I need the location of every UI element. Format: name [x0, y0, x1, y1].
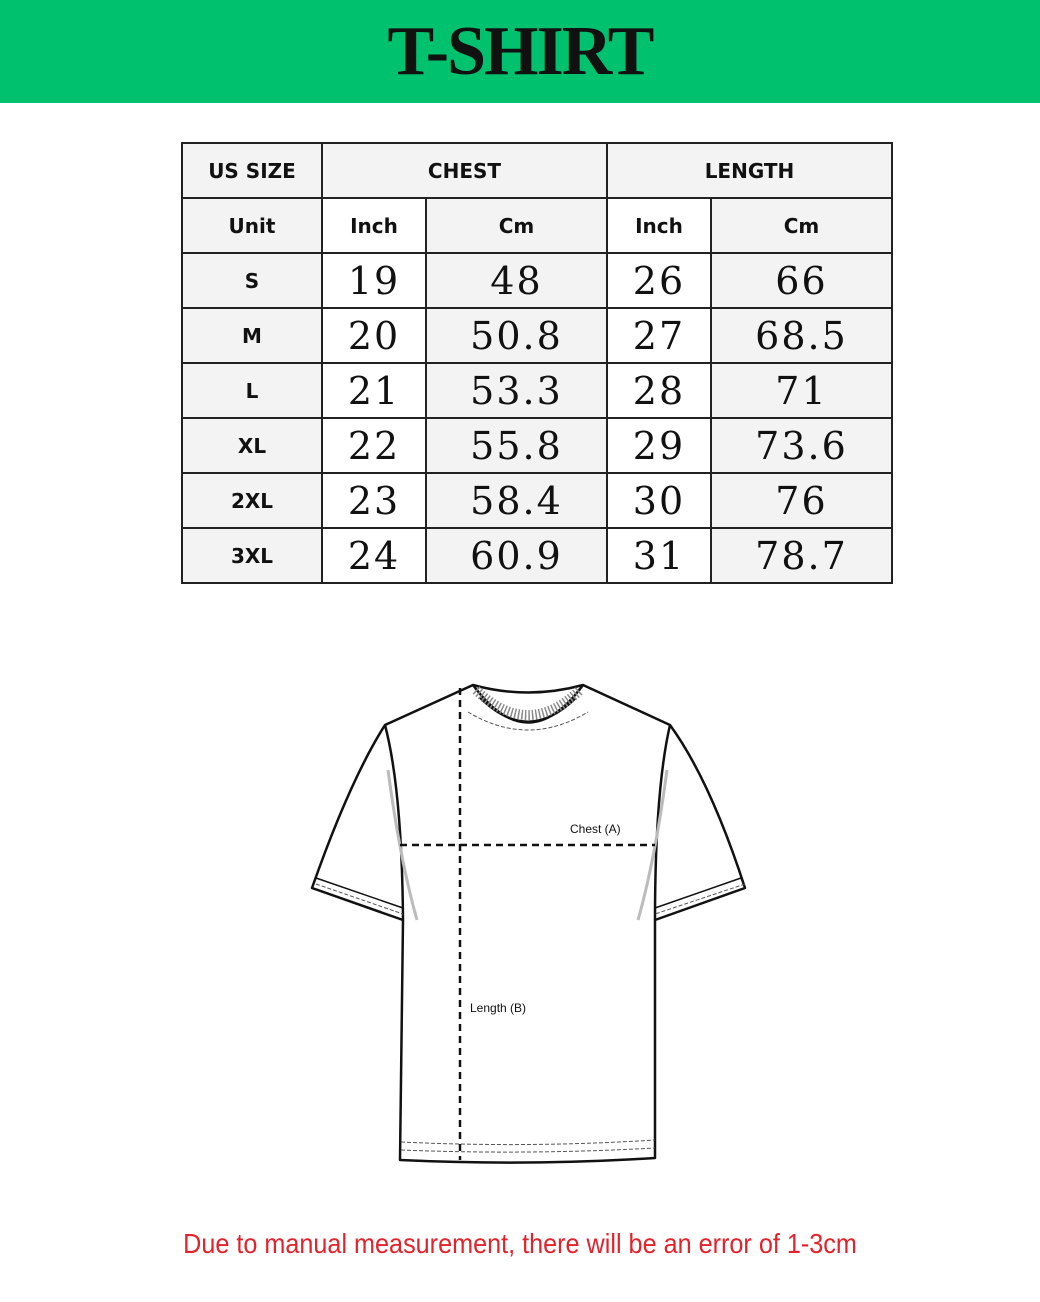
- value-cell: 28: [605, 362, 712, 419]
- value-cell: 22: [321, 417, 427, 474]
- table-header-row: US SIZE CHEST LENGTH: [181, 142, 894, 199]
- value-cell: 24: [321, 527, 427, 584]
- header-chest-inch: Inch: [321, 197, 427, 254]
- length-label: Length (B): [470, 1001, 527, 1015]
- value-cell: 71: [709, 362, 894, 419]
- size-cell: 3XL: [181, 527, 323, 584]
- value-cell: 20: [321, 307, 427, 364]
- size-cell: L: [181, 362, 323, 419]
- table-row: XL 22 55.8 29 73.6: [181, 417, 894, 474]
- header-us-size: US SIZE: [181, 142, 323, 199]
- tshirt-outline: [310, 683, 747, 1164]
- table-row: 3XL 24 60.9 31 78.7: [181, 527, 894, 584]
- size-cell: 2XL: [181, 472, 323, 529]
- size-cell: S: [181, 252, 323, 309]
- value-cell: 68.5: [709, 307, 894, 364]
- table-unit-row: Unit Inch Cm Inch Cm: [181, 197, 894, 254]
- page-title: T-SHIRT: [387, 12, 655, 90]
- table-row: L 21 53.3 28 71: [181, 362, 894, 419]
- header-length-cm: Cm: [709, 197, 894, 254]
- size-chart-table: US SIZE CHEST LENGTH Unit Inch Cm Inch C…: [181, 142, 894, 584]
- value-cell: 73.6: [709, 417, 894, 474]
- value-cell: 26: [605, 252, 712, 309]
- value-cell: 76: [709, 472, 894, 529]
- header-length-inch: Inch: [605, 197, 712, 254]
- size-cell: M: [181, 307, 323, 364]
- value-cell: 66: [709, 252, 894, 309]
- value-cell: 31: [605, 527, 712, 584]
- table-row: S 19 48 26 66: [181, 252, 894, 309]
- value-cell: 23: [321, 472, 427, 529]
- header-chest-cm: Cm: [424, 197, 608, 254]
- value-cell: 19: [321, 252, 427, 309]
- table-row: 2XL 23 58.4 30 76: [181, 472, 894, 529]
- value-cell: 78.7: [709, 527, 894, 584]
- value-cell: 29: [605, 417, 712, 474]
- header-unit: Unit: [181, 197, 323, 254]
- value-cell: 30: [605, 472, 712, 529]
- value-cell: 60.9: [424, 527, 608, 584]
- table-row: M 20 50.8 27 68.5: [181, 307, 894, 364]
- title-banner: T-SHIRT: [0, 0, 1040, 103]
- header-chest: CHEST: [321, 142, 608, 199]
- value-cell: 58.4: [424, 472, 608, 529]
- value-cell: 48: [424, 252, 608, 309]
- value-cell: 50.8: [424, 307, 608, 364]
- header-length: LENGTH: [605, 142, 894, 199]
- value-cell: 53.3: [424, 362, 608, 419]
- size-cell: XL: [181, 417, 323, 474]
- value-cell: 27: [605, 307, 712, 364]
- measurement-note: Due to manual measurement, there will be…: [183, 1228, 857, 1259]
- value-cell: 55.8: [424, 417, 608, 474]
- chest-label: Chest (A): [570, 822, 621, 836]
- value-cell: 21: [321, 362, 427, 419]
